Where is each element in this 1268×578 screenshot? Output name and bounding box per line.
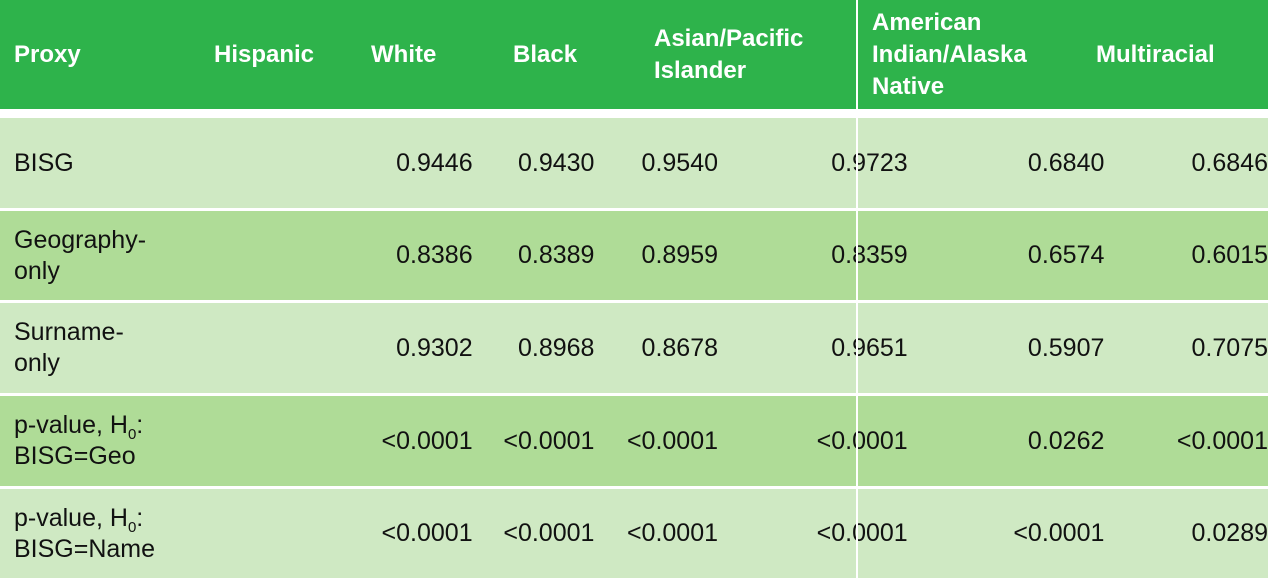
table-row: p-value, H0: BISG=Geo <0.0001 <0.0001 <0… [0, 396, 1268, 486]
row-divider [0, 393, 1268, 396]
cell-multiracial: 0.7075 [1191, 333, 1268, 362]
cell-multiracial: <0.0001 [1176, 426, 1268, 455]
cell-multiracial: 0.0289 [1191, 519, 1268, 547]
row-label: BISG [0, 118, 176, 208]
cell-white: <0.0001 [503, 426, 595, 455]
header-aian-line2: Indian/Alaska [872, 40, 1027, 68]
cell-white: 0.9430 [517, 148, 595, 177]
row-label: p-value, H0: BISG=Geo [0, 396, 176, 486]
row-label-line2: BISG=Name [14, 534, 156, 563]
row-label: Surname- only [0, 303, 176, 393]
row-label-post: : [136, 411, 144, 439]
row-label-line1: p-value, H0: [14, 503, 155, 536]
header-american-indian-alaska-native: American Indian/Alaska Native [856, 0, 1082, 109]
column-divider [856, 0, 858, 578]
cell-american-indian-alaska-native: <0.0001 [1013, 519, 1105, 547]
cell-hispanic: <0.0001 [381, 426, 473, 455]
header-white: White [355, 0, 495, 109]
cell-hispanic: 0.9302 [396, 333, 473, 362]
row-label-post: : [136, 503, 144, 532]
header-proxy-text: Proxy [14, 40, 81, 68]
row-label-line1: Surname- [14, 318, 124, 346]
row-label-pre: p-value, H [14, 411, 128, 439]
header-hispanic: Hispanic [200, 0, 355, 109]
header-multiracial-text: Multiracial [1096, 40, 1215, 68]
row-label-line1: p-value, H0: [14, 410, 144, 443]
header-multiracial: Multiracial [1082, 0, 1268, 109]
row-label-pre: p-value, H [14, 503, 128, 532]
header-hispanic-text: Hispanic [214, 40, 315, 68]
cell-black: 0.9540 [641, 148, 719, 177]
header-aian-line3: Native [872, 72, 945, 100]
cell-american-indian-alaska-native: 0.6574 [1027, 241, 1105, 269]
row-divider [0, 208, 1268, 211]
cell-hispanic: 0.8386 [396, 241, 473, 269]
row-label-line2: BISG=Geo [14, 442, 136, 470]
table-row: BISG 0.9446 0.9430 0.9540 0.9723 0.6840 … [0, 118, 1268, 208]
cell-american-indian-alaska-native: 0.0262 [1027, 426, 1105, 455]
cell-black: <0.0001 [626, 426, 719, 455]
header-separator [0, 109, 1268, 118]
row-label: p-value, H0: BISG=Name [0, 489, 176, 578]
cell-white: <0.0001 [503, 519, 595, 547]
table-row: Geography- only 0.8386 0.8389 0.8959 0.8… [0, 211, 1268, 300]
header-asian-line2: Islander [654, 56, 747, 84]
cell-american-indian-alaska-native: 0.6840 [1027, 148, 1105, 177]
cell-hispanic: <0.0001 [381, 519, 473, 547]
cell-white: 0.8389 [517, 241, 595, 269]
table-header-row: Proxy Hispanic White Black Asian/Pacific… [0, 0, 1268, 109]
header-asian-line1: Asian/Pacific [654, 24, 804, 52]
cell-black: 0.8678 [641, 333, 719, 362]
cell-asian-pacific-islander: 0.9723 [831, 148, 908, 177]
header-black: Black [495, 0, 641, 109]
row-label-line2: only [14, 349, 60, 377]
cell-asian-pacific-islander: <0.0001 [816, 426, 908, 455]
cell-asian-pacific-islander: 0.8359 [831, 241, 908, 269]
header-black-text: Black [513, 40, 578, 68]
row-label-line1: Geography- [14, 225, 147, 254]
row-label-text: BISG [14, 148, 74, 177]
row-label-subscript: 0 [127, 518, 137, 536]
cell-american-indian-alaska-native: 0.5907 [1027, 333, 1105, 362]
table-row: p-value, H0: BISG=Name <0.0001 <0.0001 <… [0, 489, 1268, 578]
row-label-subscript: 0 [127, 426, 137, 443]
cell-asian-pacific-islander: <0.0001 [816, 519, 908, 547]
header-white-text: White [371, 40, 437, 68]
row-divider [0, 300, 1268, 303]
cell-multiracial: 0.6015 [1191, 241, 1268, 269]
cell-white: 0.8968 [517, 333, 595, 362]
row-divider [0, 486, 1268, 489]
header-proxy: Proxy [0, 0, 200, 109]
header-aian-line1: American [872, 8, 982, 36]
cell-hispanic: 0.9446 [396, 148, 473, 177]
cell-multiracial: 0.6846 [1191, 148, 1268, 177]
row-label: Geography- only [0, 211, 176, 300]
cell-asian-pacific-islander: 0.9651 [831, 333, 908, 362]
cell-black: 0.8959 [641, 241, 719, 269]
row-label-line2: only [14, 256, 60, 285]
header-asian-pacific-islander: Asian/Pacific Islander [641, 0, 856, 109]
table-row: Surname- only 0.9302 0.8968 0.8678 0.965… [0, 303, 1268, 393]
cell-black: <0.0001 [626, 519, 719, 547]
